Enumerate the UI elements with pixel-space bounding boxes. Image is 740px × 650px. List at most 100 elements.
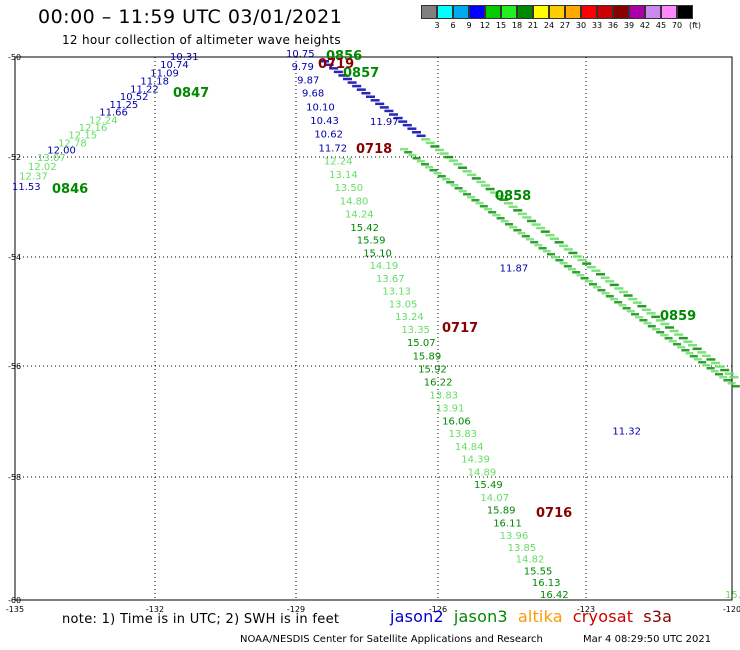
dense-track-mark xyxy=(665,326,674,329)
wave-height-label: 13.91 xyxy=(436,403,465,414)
wave-height-label: 13.83 xyxy=(449,429,478,440)
wave-height-label: 13.85 xyxy=(508,543,537,554)
colorbar-tick: 15 xyxy=(495,21,507,30)
wave-height-label: 15.92 xyxy=(418,364,447,375)
gridlines xyxy=(15,57,732,600)
lon-label: -123 xyxy=(577,605,595,614)
wave-height-label: 12.24 xyxy=(89,115,118,126)
dense-track-mark xyxy=(586,265,596,269)
dense-track-mark xyxy=(628,297,638,301)
dense-track-mark xyxy=(435,148,444,152)
dense-track-mark xyxy=(526,238,534,241)
wave-height-label: 11.97 xyxy=(370,117,399,128)
wave-height-colorbar: 3 6 9 12 15 18 21 24 27 30 33 36 39 42 45 70 (ft) xyxy=(421,5,701,31)
dense-track-mark xyxy=(450,184,459,187)
wave-height-label: 13.14 xyxy=(329,170,358,181)
dense-track-mark xyxy=(573,255,582,258)
wave-height-label: 9.68 xyxy=(302,89,324,100)
dense-track-mark xyxy=(542,250,551,253)
dense-track-mark xyxy=(475,202,484,205)
wave-height-label: 11.87 xyxy=(500,263,529,274)
dense-track-mark xyxy=(576,274,585,277)
track-time: 0857 xyxy=(343,66,379,81)
wave-height-label: 16.13 xyxy=(532,578,561,589)
dense-track-mark xyxy=(521,235,530,238)
dense-track-mark xyxy=(577,258,587,262)
dense-track-mark xyxy=(384,109,394,113)
wave-height-label: 15.89 xyxy=(487,506,516,517)
colorbar-ticks: 3 6 9 12 15 18 21 24 27 30 33 36 39 42 45 70 (ft) xyxy=(421,19,701,31)
colorbar-tick: 30 xyxy=(575,21,587,30)
wave-height-label: 15.89 xyxy=(413,351,442,362)
dense-track-mark xyxy=(490,191,500,194)
wave-height-label: 10.74 xyxy=(160,60,189,71)
dense-track-mark xyxy=(614,287,624,290)
dense-track-mark xyxy=(715,365,725,368)
wave-height-label: 10.52 xyxy=(120,92,149,103)
dense-track-mark xyxy=(593,286,602,289)
dense-track-mark xyxy=(454,187,463,190)
colorbar-swatch xyxy=(533,5,549,19)
dense-track-mark xyxy=(343,77,352,81)
dense-track-mark xyxy=(632,301,642,304)
chart-title: 00:00 – 11:59 UTC 03/01/2021 xyxy=(38,6,343,28)
dense-track-mark xyxy=(439,152,449,155)
left-track: 11.5312.3712.0213.0712.0012.7812.1512.16… xyxy=(12,52,199,193)
dense-track-mark xyxy=(563,248,573,251)
dense-track-mark xyxy=(710,370,719,373)
dense-track-mark xyxy=(425,166,434,169)
dense-track-mark xyxy=(471,199,480,202)
dense-track-mark xyxy=(614,301,623,304)
wave-height-label: 11.09 xyxy=(150,68,179,79)
colorbar-tick: 39 xyxy=(623,21,635,30)
dense-track-mark xyxy=(720,368,730,372)
dense-track-mark xyxy=(513,209,523,212)
colorbar-swatch xyxy=(485,5,501,19)
dense-track-mark xyxy=(660,334,669,337)
wave-height-label: 12.37 xyxy=(19,171,48,182)
dense-track-mark xyxy=(685,352,694,355)
wave-height-label: 13.50 xyxy=(334,183,363,194)
dense-track-mark xyxy=(647,325,656,328)
dense-track-mark xyxy=(347,81,357,84)
wave-height-label: 13.83 xyxy=(429,391,458,402)
wave-height-label: 10.62 xyxy=(314,130,343,141)
dense-track-mark xyxy=(416,160,425,163)
dense-track-mark xyxy=(530,241,539,244)
dense-track-mark xyxy=(375,102,385,106)
dense-track-mark xyxy=(568,251,578,255)
dense-track-mark xyxy=(618,304,627,307)
wave-height-label: 14.39 xyxy=(461,455,490,466)
colorbar-tick: 12 xyxy=(479,21,491,30)
dense-track-mark xyxy=(677,346,686,349)
colorbar-swatch xyxy=(437,5,453,19)
dense-track-mark xyxy=(609,283,619,287)
dense-track-mark xyxy=(723,379,732,382)
wave-height-label: 15.42 xyxy=(350,223,379,234)
dense-track-mark xyxy=(605,295,614,298)
wave-height-label: 11.25 xyxy=(110,100,139,111)
colorbar-tick: 9 xyxy=(466,21,472,30)
wave-height-label: 14.82 xyxy=(516,555,545,566)
dense-track-mark xyxy=(329,67,339,70)
wave-height-label: 9.79 xyxy=(292,62,314,73)
legend-entry-altika: altika xyxy=(517,607,563,626)
dense-track-mark xyxy=(656,331,665,334)
wave-height-label: 11.18 xyxy=(140,77,169,88)
dense-track-mark xyxy=(580,277,589,280)
dense-track-mark xyxy=(702,364,711,367)
dense-track-mark xyxy=(582,262,592,265)
wave-height-label: 14.89 xyxy=(468,467,497,478)
map-frame xyxy=(14,56,733,601)
dense-track-mark xyxy=(496,217,505,220)
dense-track-mark xyxy=(563,265,572,268)
middle-track: 10.75 9.79 9.87 9.68 10.10 10.43 10.62 11.72 12.… xyxy=(286,49,569,601)
dense-track-mark xyxy=(481,184,490,187)
dense-track-mark xyxy=(600,276,610,280)
lon-label: -135 xyxy=(6,605,24,614)
dense-track-mark xyxy=(534,244,543,247)
dense-track-mark xyxy=(555,259,564,262)
colorbar-tick: 27 xyxy=(559,21,571,30)
wave-height-label: 15.55 xyxy=(524,566,553,577)
wave-height-label: 12.78 xyxy=(58,138,87,149)
